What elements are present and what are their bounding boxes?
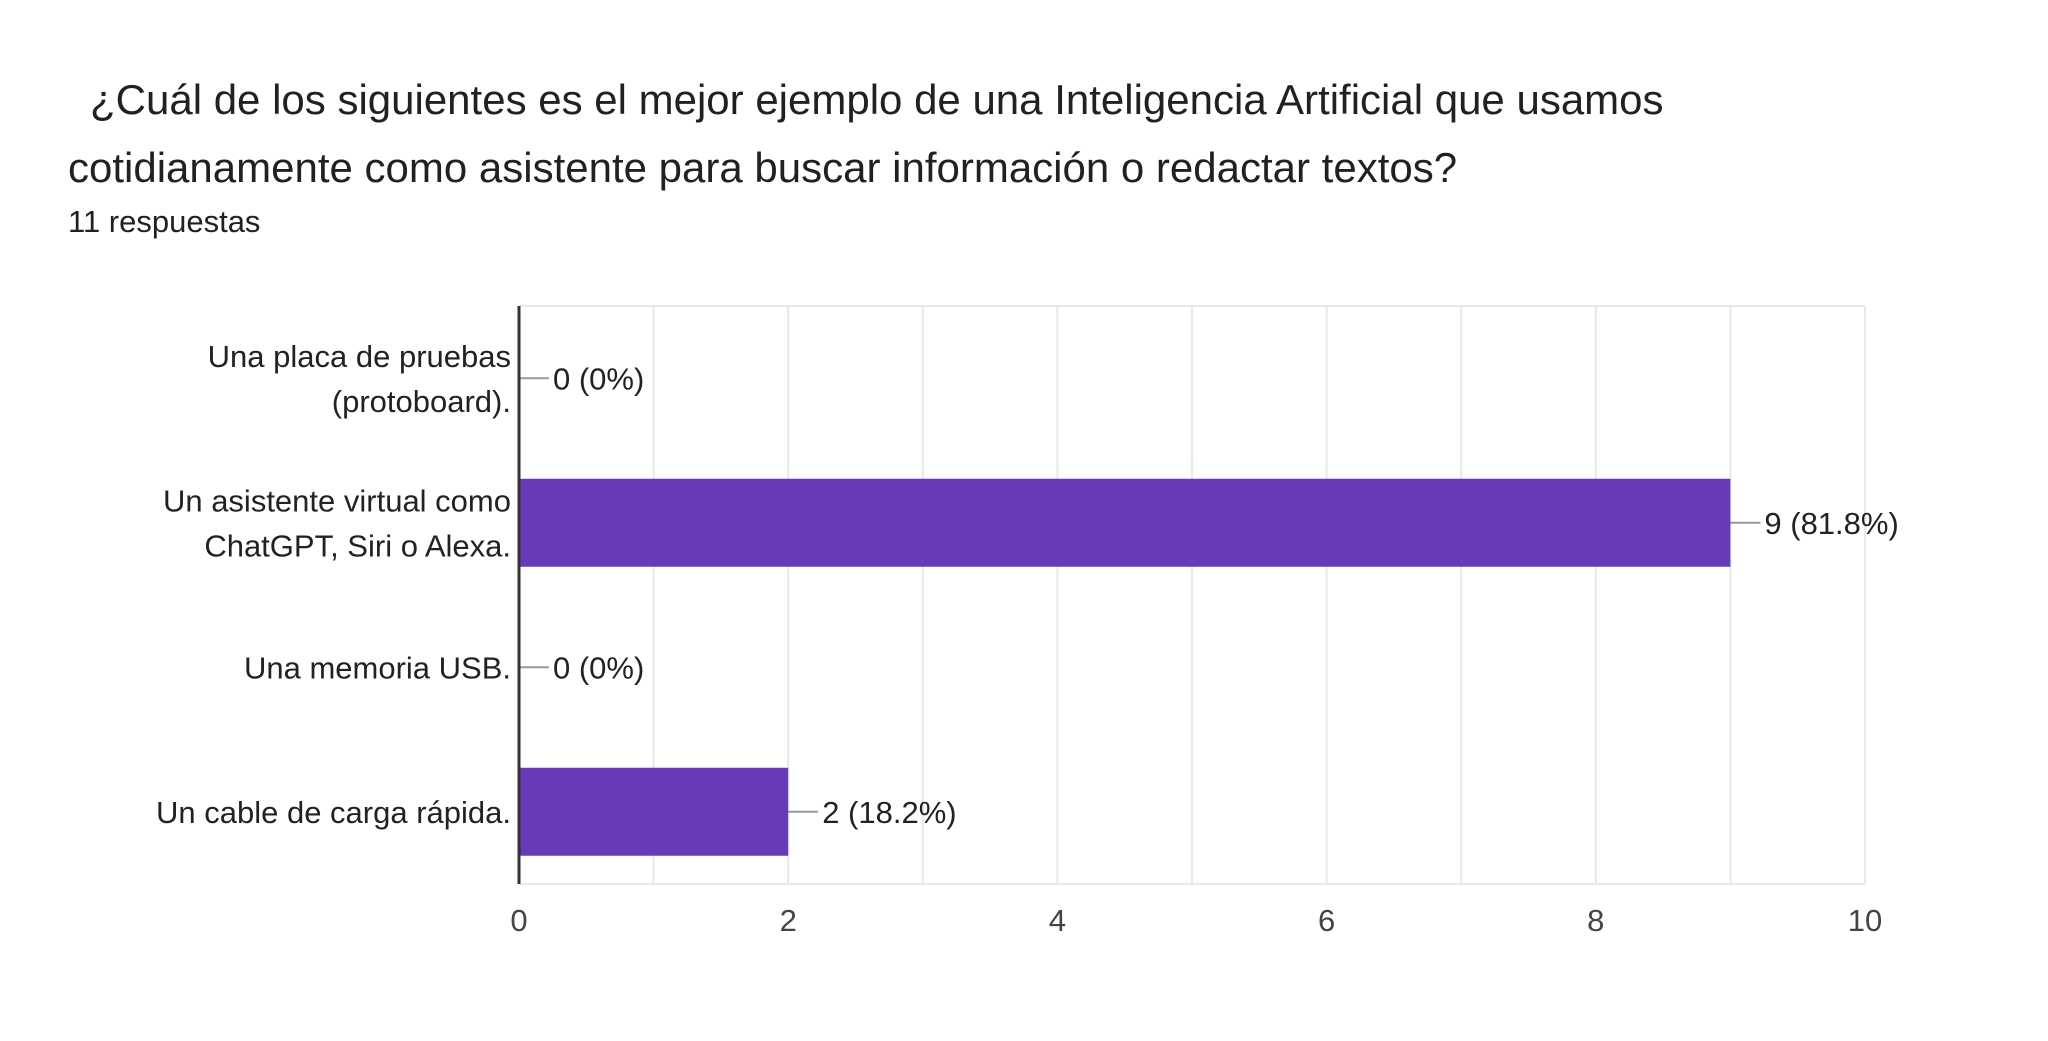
- x-tick-label: 10: [1848, 903, 1882, 938]
- category-label-line: ChatGPT, Siri o Alexa.: [204, 528, 511, 563]
- x-tick-label: 8: [1587, 903, 1604, 938]
- x-tick-label: 6: [1318, 903, 1335, 938]
- data-label: 0 (0%): [553, 361, 644, 396]
- x-tick-label: 4: [1049, 903, 1066, 938]
- data-label: 0 (0%): [553, 650, 644, 685]
- x-tick-label: 0: [510, 903, 527, 938]
- category-label: Una memoria USB.: [244, 650, 511, 685]
- bar: [519, 767, 789, 856]
- category-label: Un cable de carga rápida.: [156, 795, 511, 830]
- category-label-line: Una placa de pruebas: [208, 339, 511, 374]
- x-tick-label: 2: [780, 903, 797, 938]
- data-label: 2 (18.2%): [822, 795, 956, 830]
- response-count: 11 respuestas: [68, 204, 261, 239]
- category-label-line: Un cable de carga rápida.: [156, 795, 511, 830]
- data-label: 9 (81.8%): [1764, 506, 1898, 541]
- category-label: Un asistente virtual como ChatGPT, Siri o…: [163, 483, 511, 563]
- category-label: Una placa de pruebas (protoboard).: [208, 339, 511, 419]
- question-title: ¿Cuál de los siguientes es el mejor ejem…: [68, 76, 1664, 191]
- category-label-line: Una memoria USB.: [244, 650, 511, 685]
- bar: [519, 478, 1731, 567]
- category-label-line: (protoboard).: [332, 384, 511, 419]
- category-label-line: Un asistente virtual como: [163, 483, 511, 518]
